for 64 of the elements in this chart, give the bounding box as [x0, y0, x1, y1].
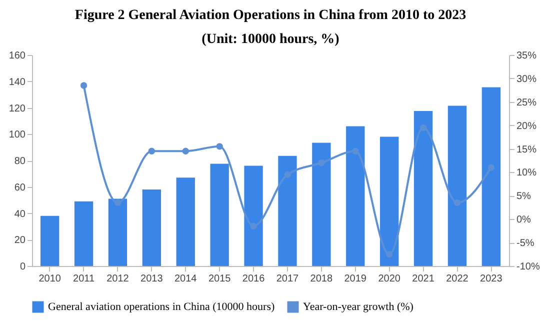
point: [454, 199, 461, 206]
x-tick-label: 2023: [480, 274, 503, 284]
x-tick-label: 2013: [140, 274, 164, 284]
bar: [414, 111, 433, 266]
point: [318, 159, 325, 166]
point: [284, 171, 291, 178]
x-tick-label: 2017: [276, 274, 300, 284]
y2-tick-label: -5%: [516, 238, 534, 250]
bar: [448, 106, 467, 266]
y2-tick-label: 0%: [516, 214, 532, 226]
y-tick-label: 160: [8, 50, 26, 62]
bar: [142, 190, 162, 266]
x-tick-label: 2014: [174, 274, 198, 284]
y-tick-label: 140: [8, 76, 26, 88]
y2-tick-label: 25%: [516, 97, 537, 108]
point: [114, 199, 122, 206]
x-tick-label: 2011: [73, 274, 95, 284]
y-tick-label: 40: [14, 208, 26, 220]
point: [182, 148, 189, 154]
y2-tick-label: 35%: [516, 50, 537, 62]
x-tick-label: 2018: [310, 274, 333, 284]
bar: [108, 198, 128, 266]
bar: [380, 136, 399, 266]
bar: [74, 201, 94, 266]
x-tick-label: 2021: [412, 274, 435, 284]
bar: [278, 156, 297, 266]
y-tick-label: 100: [8, 130, 26, 141]
point: [80, 82, 88, 89]
bar: [176, 178, 195, 266]
legend-label: General aviation operations in China (10000 hours): [48, 301, 275, 313]
point: [352, 148, 359, 154]
y2-tick-label: -10%: [516, 262, 540, 272]
x-tick-label: 2016: [242, 274, 266, 284]
y2-tick-label: 20%: [516, 120, 537, 132]
chart-subtitle: (Unit: 10000 hours, %): [202, 32, 340, 47]
y-tick-label: 80: [14, 156, 26, 167]
x-tick-label: 2019: [344, 274, 367, 284]
point: [420, 124, 427, 132]
y2-tick-label: 15%: [516, 144, 537, 156]
y-tick-label: 20: [14, 235, 26, 246]
point: [148, 148, 156, 154]
bar: [40, 216, 60, 266]
point: [488, 164, 495, 171]
point: [216, 143, 223, 150]
x-tick-label: 2015: [208, 274, 232, 284]
x-tick-label: 2022: [446, 274, 469, 284]
point: [386, 250, 393, 258]
bar: [482, 87, 501, 266]
y-tick-label: 0: [20, 262, 26, 272]
y-tick-label: 60: [14, 182, 26, 194]
legend-label: Year-on-year growth (%): [303, 301, 414, 313]
chart-title: Figure 2 General Aviation Operations in China from 2010 to 2023: [74, 8, 466, 23]
y2-tick-label: 5%: [516, 191, 532, 202]
y-tick-label: 120: [8, 103, 26, 114]
bar: [312, 142, 331, 266]
bar: [210, 164, 229, 266]
x-tick-label: 2020: [378, 274, 401, 284]
bar: [244, 166, 263, 266]
y2-tick-label: 30%: [516, 74, 537, 85]
point: [250, 222, 257, 230]
y2-tick-label: 10%: [516, 168, 537, 179]
x-tick-label: 2012: [106, 274, 130, 284]
bar: [346, 126, 365, 266]
x-tick-label: 2010: [38, 274, 62, 284]
